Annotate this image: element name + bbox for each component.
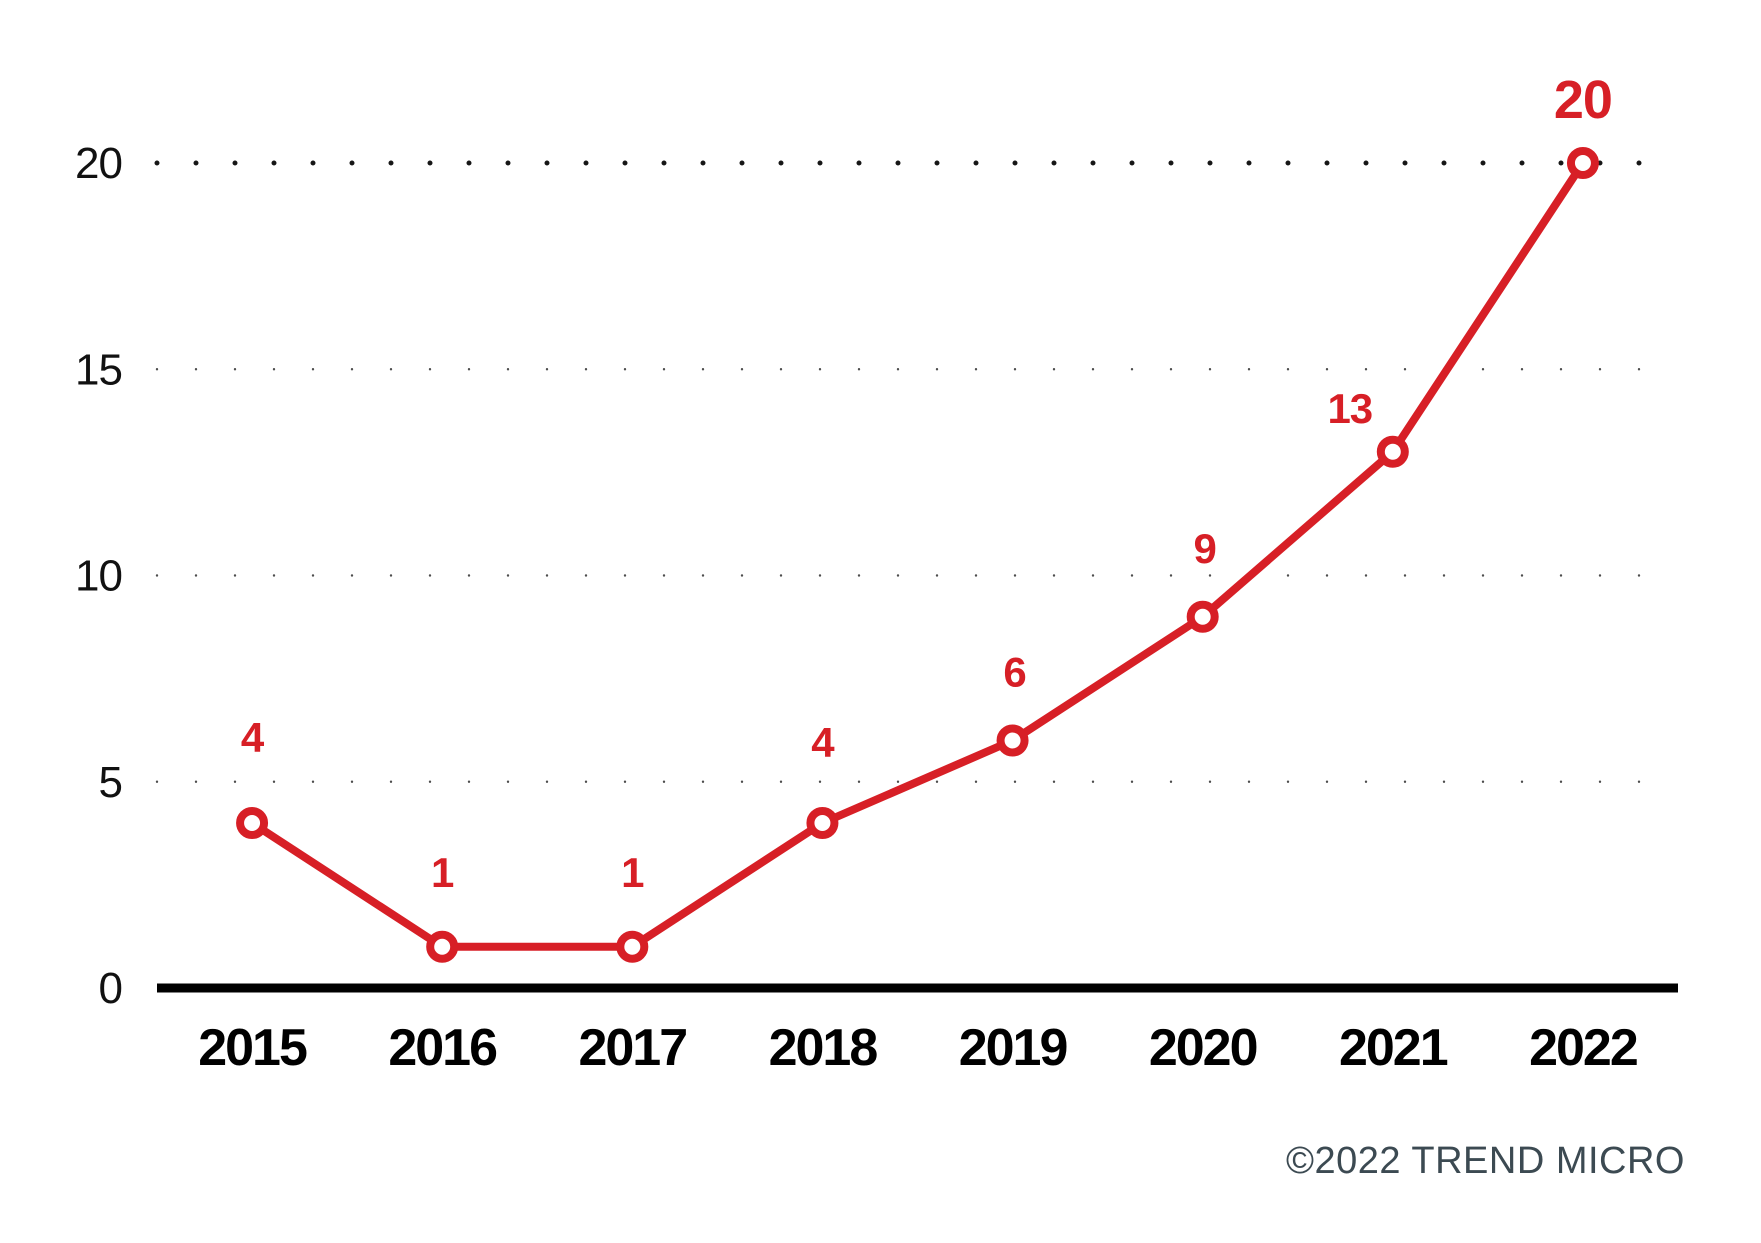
data-point-marker-2020	[1186, 600, 1219, 633]
y-tick-label-10: 10	[75, 552, 122, 601]
data-point-marker-2015	[236, 807, 269, 839]
x-tick-label-2022: 2022	[1529, 1019, 1637, 1077]
data-point-label-2022: 20	[1554, 70, 1612, 130]
data-point-markers	[236, 147, 1599, 963]
gridlines	[154, 160, 1681, 783]
series-line	[248, 159, 1587, 951]
x-tick-label-2021: 2021	[1339, 1019, 1448, 1077]
x-tick-label-2017: 2017	[578, 1019, 686, 1077]
x-axis-tick-labels: 2015 2016 2017 2018 2019 2020 2021 2022	[198, 1019, 1639, 1077]
y-tick-label-5: 5	[99, 758, 122, 807]
y-tick-label-0: 0	[99, 964, 122, 1013]
x-tick-label-2020: 2020	[1149, 1019, 1257, 1077]
x-tick-label-2016: 2016	[388, 1019, 497, 1077]
x-tick-label-2019: 2019	[959, 1019, 1067, 1077]
data-point-label-2020: 9	[1194, 525, 1216, 572]
copyright-text: ©2022 TREND MICRO	[1286, 1140, 1685, 1182]
data-point-labels: 4 1 1 4 6 9 13 20	[241, 70, 1613, 896]
data-point-marker-2017	[616, 930, 649, 963]
x-tick-label-2018: 2018	[769, 1019, 878, 1077]
data-point-marker-2016	[426, 930, 459, 963]
x-tick-label-2015: 2015	[198, 1019, 307, 1077]
y-axis-tick-labels: 0 5 10 15 20	[75, 139, 123, 1013]
data-point-marker-2021	[1376, 435, 1409, 468]
data-point-marker-2018	[806, 807, 839, 839]
y-tick-label-20: 20	[75, 139, 122, 188]
data-point-marker-2019	[996, 724, 1029, 757]
data-point-label-2018: 4	[811, 719, 835, 766]
data-point-label-2016: 1	[431, 849, 454, 896]
data-point-label-2021: 13	[1327, 385, 1372, 432]
data-point-label-2017: 1	[621, 849, 644, 896]
data-point-label-2015: 4	[241, 714, 265, 761]
data-point-label-2019: 6	[1003, 649, 1025, 696]
y-tick-label-15: 15	[75, 345, 122, 394]
data-point-marker-2022	[1566, 147, 1599, 179]
